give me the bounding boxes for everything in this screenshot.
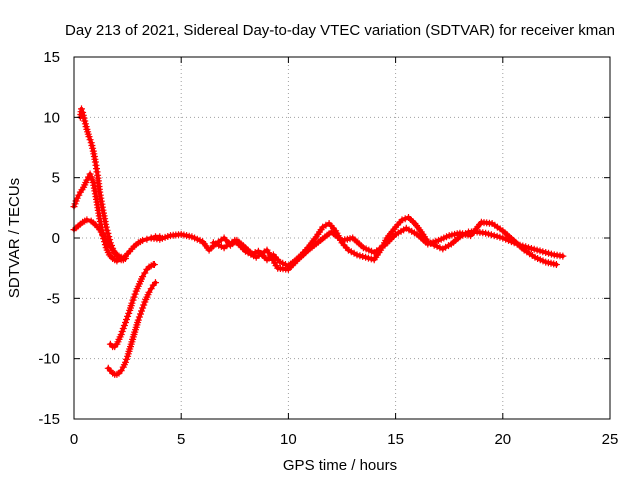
chart-title: Day 213 of 2021, Sidereal Day-to-day VTE… (65, 22, 615, 39)
data-point (151, 279, 159, 287)
data-point (129, 296, 137, 304)
y-tick-label: -5 (47, 290, 60, 307)
data-point (137, 310, 144, 318)
data-point (122, 319, 129, 326)
x-tick-label: 5 (177, 431, 185, 448)
data-point (83, 216, 91, 224)
y-tick-label: 0 (52, 230, 60, 247)
y-tick-label: 10 (43, 109, 60, 126)
y-axis-label: SDTVAR / TECUs (6, 178, 23, 298)
data-series (106, 261, 158, 351)
data-point (150, 261, 158, 269)
data-point (117, 367, 125, 375)
data-point (559, 252, 567, 260)
x-tick-label: 15 (387, 431, 404, 448)
data-point (138, 307, 145, 315)
data-point (145, 288, 153, 296)
data-point (123, 316, 130, 323)
x-tick-label: 20 (494, 431, 511, 448)
data-point (117, 253, 125, 261)
y-tick-label: 15 (43, 49, 60, 66)
y-tick-label: 5 (52, 170, 60, 187)
data-point (139, 236, 147, 244)
data-point (121, 255, 129, 263)
data-point (96, 188, 104, 196)
data-point (147, 285, 155, 293)
data-point (75, 191, 83, 199)
data-point (139, 273, 147, 281)
data-point (128, 299, 136, 307)
data-point (139, 304, 147, 312)
data-point (134, 316, 142, 324)
data-point (102, 223, 110, 231)
x-axis-label: GPS time / hours (283, 457, 397, 474)
x-tick-label: 0 (70, 431, 78, 448)
data-point (135, 313, 143, 321)
x-tick-label: 10 (280, 431, 297, 448)
data-point (78, 105, 85, 113)
data-point (120, 322, 128, 329)
y-tick-label: -10 (38, 351, 60, 368)
data-point (143, 235, 151, 243)
data-point (131, 290, 139, 298)
plot-area (70, 105, 567, 378)
data-point (104, 229, 112, 237)
y-tick-label: -15 (38, 411, 60, 428)
data-point (86, 136, 94, 144)
data-point (122, 358, 129, 366)
data-point (140, 301, 148, 309)
data-point (119, 325, 127, 332)
data-point (125, 309, 133, 317)
x-tick-label: 25 (602, 431, 619, 448)
data-point (130, 293, 138, 301)
data-point (103, 226, 111, 234)
data-point (117, 331, 125, 338)
data-point (123, 355, 130, 363)
data-point (141, 269, 149, 277)
data-point (124, 312, 132, 320)
data-series (104, 279, 159, 378)
data-series (76, 105, 127, 264)
axes: 0 5 10 15 20 25 -15 -10 -5 0 5 10 15 (38, 49, 618, 448)
data-point (85, 133, 93, 141)
data-point (398, 216, 406, 224)
data-point (118, 328, 126, 335)
data-point (552, 261, 560, 269)
data-point (73, 194, 81, 202)
data-series (209, 218, 560, 273)
data-point (401, 215, 409, 223)
